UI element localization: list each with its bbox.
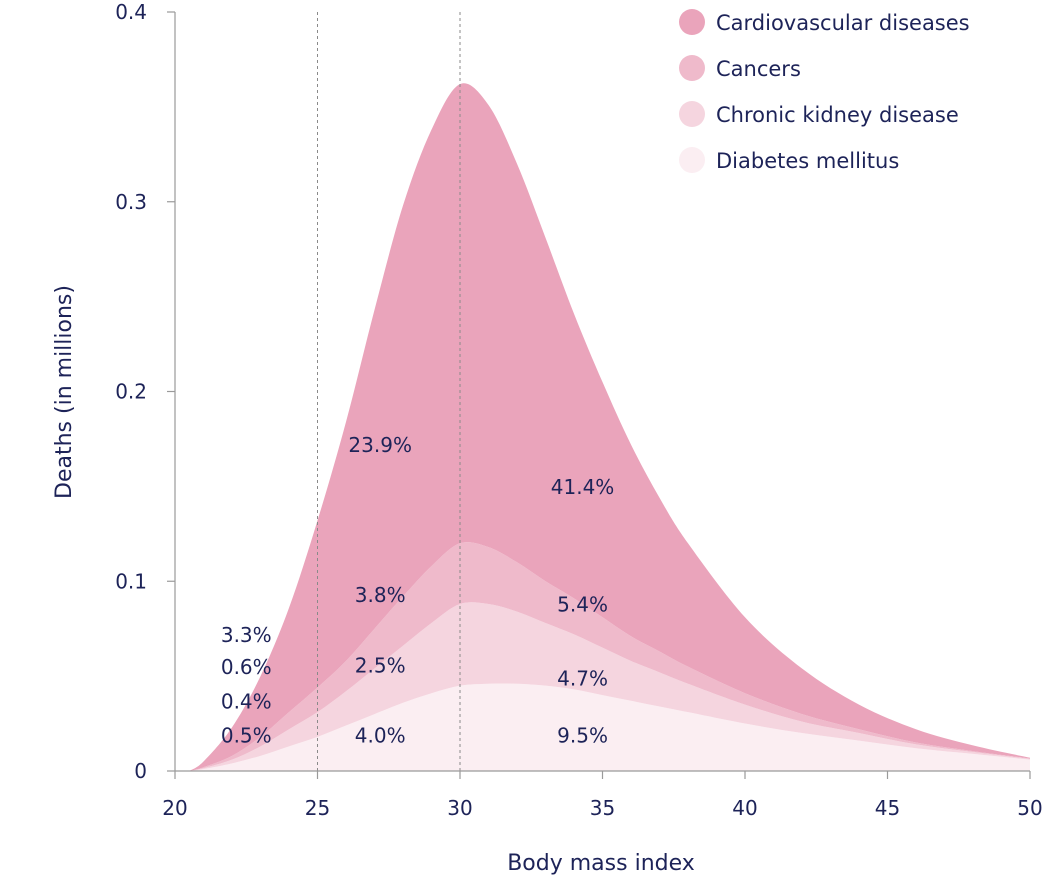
legend-item-diabetes-mellitus: Diabetes mellitus [679,147,899,173]
data-label: 0.4% [221,689,272,713]
data-label: 23.9% [348,433,412,457]
legend-label: Cancers [716,57,801,81]
x-tick-label: 20 [162,796,187,820]
y-tick-label: 0.3 [115,190,147,214]
data-label: 3.3% [221,623,272,647]
y-tick-label: 0.1 [115,569,147,593]
data-label: 4.0% [355,724,406,748]
area-cancers [189,542,1030,771]
legend-item-chronic-kidney-disease: Chronic kidney disease [679,101,959,127]
y-tick-label: 0.4 [115,0,147,24]
reference-lines [317,12,461,771]
legend-label: Cardiovascular diseases [716,11,970,35]
data-label: 4.7% [557,667,608,691]
data-label: 2.5% [355,653,406,677]
legend-label: Diabetes mellitus [716,149,899,173]
x-tick-label: 50 [1017,796,1042,820]
data-label: 3.8% [355,583,406,607]
legend-item-cancers: Cancers [679,55,801,81]
data-label: 0.5% [221,724,272,748]
data-label: 0.6% [221,655,272,679]
area-cardiovascular-diseases [189,83,1030,771]
axes: 20 25 30 35 40 45 50 0 0.1 0.2 0.3 0.4 [115,0,1042,820]
area-diabetes-mellitus [189,683,1030,771]
legend-item-cardiovascular-diseases: Cardiovascular diseases [679,9,970,35]
stacked-areas [189,83,1030,771]
legend-swatch [679,55,705,81]
data-labels: 23.9% 41.4% 3.8% 5.4% 3.3% 0.6% 2.5% 4.7% 0.4% 0.… [221,433,614,747]
x-tick-label: 25 [305,796,330,820]
y-axis-title: Deaths (in millions) [52,285,77,499]
y-tick-label: 0.2 [115,380,147,404]
data-label: 41.4% [551,475,615,499]
legend-swatch [679,9,705,35]
y-tick-label: 0 [134,759,147,783]
data-label: 5.4% [557,593,608,617]
x-tick-label: 30 [447,796,472,820]
data-label: 9.5% [557,724,608,748]
x-tick-label: 35 [590,796,615,820]
area-chronic-kidney-disease [189,602,1030,771]
legend-swatch [679,147,705,173]
legend-label: Chronic kidney disease [716,103,959,127]
legend-swatch [679,101,705,127]
legend: Cardiovascular diseases Cancers Chronic ki… [679,9,970,173]
x-axis-title: Body mass index [507,851,695,876]
x-tick-label: 45 [875,796,900,820]
x-tick-label: 40 [732,796,757,820]
